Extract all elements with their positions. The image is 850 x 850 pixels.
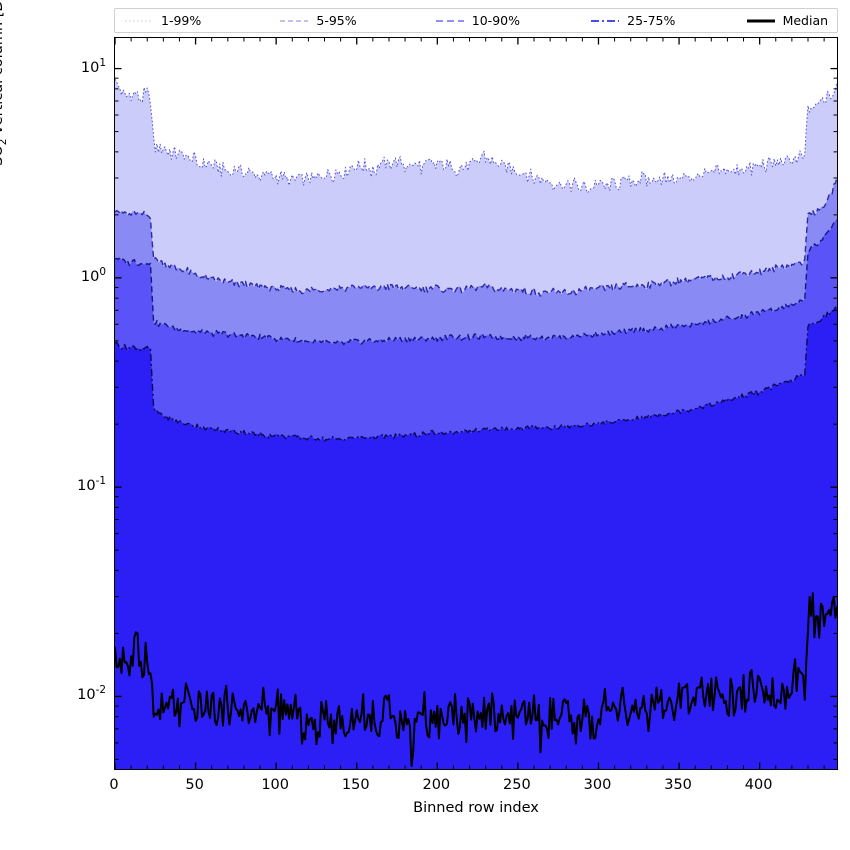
x-tick-label: 400 <box>744 777 773 793</box>
band-edge-5to95 <box>115 176 837 297</box>
legend-item-median[interactable]: Median <box>746 13 828 28</box>
legend-item-1to99[interactable]: 1-99% <box>124 13 279 28</box>
legend-line-swatch <box>435 19 464 22</box>
legend-label: Median <box>782 13 829 28</box>
y-tick-label: 101 <box>80 56 106 76</box>
y-tick-label: 10-2 <box>77 684 106 704</box>
legend-line-swatch <box>280 19 309 22</box>
x-tick-label: 100 <box>261 777 289 793</box>
legend-line-swatch <box>591 19 620 22</box>
x-tick-label: 250 <box>503 777 531 793</box>
y-axis-tick-labels: 101 100 10-1 10-2 <box>0 0 106 850</box>
legend-item-5to95[interactable]: 5-95% <box>279 13 434 28</box>
x-axis-label: Binned row index <box>413 800 539 816</box>
legend-label: 5-95% <box>316 13 357 28</box>
legend-label: 25-75% <box>627 13 676 28</box>
legend-line-swatch <box>746 19 775 22</box>
x-tick-label: 0 <box>109 777 119 793</box>
x-tick-label: 200 <box>422 777 451 793</box>
legend-label: 1-99% <box>161 13 202 28</box>
y-axis-label-text: SO <box>0 145 6 166</box>
band-edge-1to99 <box>115 78 837 194</box>
median-line <box>115 592 837 768</box>
band-fill-25to75 <box>115 307 837 769</box>
chart-canvas <box>115 38 837 769</box>
plot-area <box>114 37 838 770</box>
band-edge-10to90 <box>115 219 837 346</box>
y-axis-label-subscript: 2 <box>0 139 9 146</box>
legend-line-swatch <box>125 19 153 22</box>
x-tick-label: 150 <box>341 777 370 793</box>
band-edge-25to75 <box>115 306 837 442</box>
legend-item-25to75[interactable]: 25-75% <box>590 13 745 28</box>
y-tick-label: 100 <box>80 265 106 285</box>
y-axis-label-rest: vertical column [DU] <box>0 0 6 134</box>
legend-label: 10-90% <box>471 13 520 28</box>
x-tick-label: 350 <box>664 777 692 793</box>
y-axis-label: SO2 vertical column [DU] <box>0 0 9 285</box>
x-tick-label: 300 <box>583 777 612 793</box>
x-tick-label: 50 <box>185 777 204 793</box>
y-tick-label: 10-1 <box>77 475 106 494</box>
chart-legend: 1-99% 5-95% 10-90% 25-75% Median <box>114 8 838 33</box>
legend-item-10to90[interactable]: 10-90% <box>435 13 590 28</box>
